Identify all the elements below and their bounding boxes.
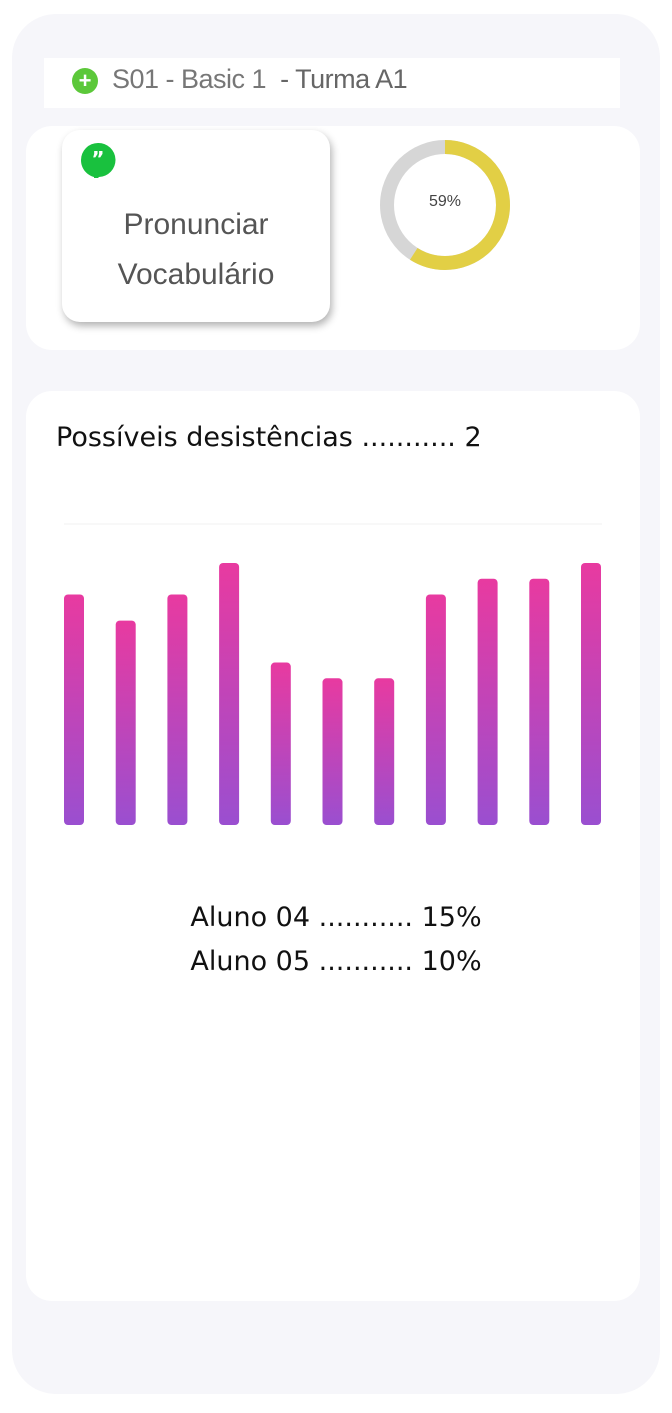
chart-bar: [322, 678, 343, 825]
svg-text:”: ”: [91, 147, 104, 171]
chart-bar: [581, 563, 601, 825]
chart-bar: [529, 578, 550, 825]
course-header: [44, 58, 620, 108]
activity-line-1: Pronunciar: [123, 208, 269, 241]
activity-line-2: Vocabulário: [117, 258, 275, 291]
chart-bar: [167, 594, 188, 825]
chart-bar: [425, 594, 446, 825]
course-name: S01 - Basic 1: [112, 64, 267, 94]
students-list: Aluno 04 ........... 15% Aluno 05 ......…: [0, 902, 672, 990]
quote-bubble-icon: ”: [81, 142, 116, 178]
plus-circle-icon[interactable]: +: [72, 68, 98, 94]
donut-fill: [380, 140, 510, 270]
progress-label: 59%: [428, 193, 462, 210]
activity-card[interactable]: ” Pronunciar Vocabulário: [62, 130, 330, 322]
dropouts-panel: [26, 391, 640, 1301]
class-name: - Turma A1: [280, 64, 408, 94]
student-row: Aluno 05 ........... 10%: [190, 946, 482, 977]
student-row: Aluno 04 ........... 15%: [190, 902, 482, 933]
chart-bar: [477, 578, 498, 825]
chart-bar: [64, 594, 84, 825]
chart-bar: [270, 662, 291, 825]
chart-bar: [219, 563, 240, 825]
chart-bar: [115, 620, 136, 825]
chart-bar: [374, 678, 395, 825]
bar-chart: [64, 523, 602, 825]
progress-donut: [380, 140, 510, 270]
dropouts-label: Possíveis desistências ........... 2: [56, 422, 482, 453]
course-title: S01 - Basic 1 - Turma A1: [112, 64, 408, 95]
